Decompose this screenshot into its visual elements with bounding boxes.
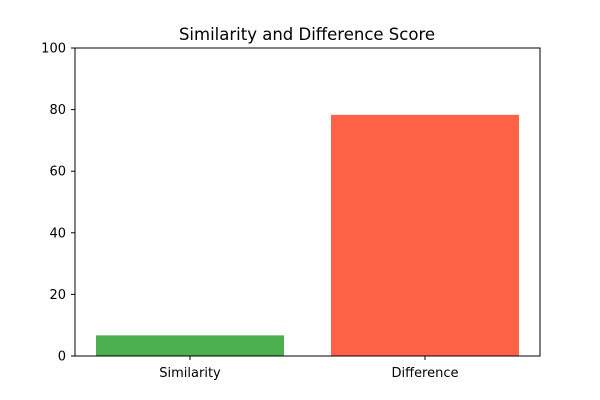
y-tick-label: 0: [58, 350, 66, 365]
x-axis: Similarity Difference: [159, 356, 459, 381]
y-tick-label: 80: [49, 103, 66, 118]
bar-difference: [331, 114, 519, 356]
y-axis: 0 20 40 60 80 100: [41, 42, 75, 365]
y-tick-label: 20: [49, 288, 66, 303]
y-tick-label: 100: [41, 42, 66, 57]
y-tick-label: 40: [49, 226, 66, 241]
bars-group: [96, 114, 519, 356]
x-tick-label: Difference: [391, 366, 458, 381]
bar-similarity: [96, 335, 284, 356]
x-tick-label: Similarity: [159, 366, 221, 381]
y-tick-label: 60: [49, 165, 66, 180]
chart-title: Similarity and Difference Score: [179, 25, 435, 44]
plot-frame: [74, 47, 541, 357]
